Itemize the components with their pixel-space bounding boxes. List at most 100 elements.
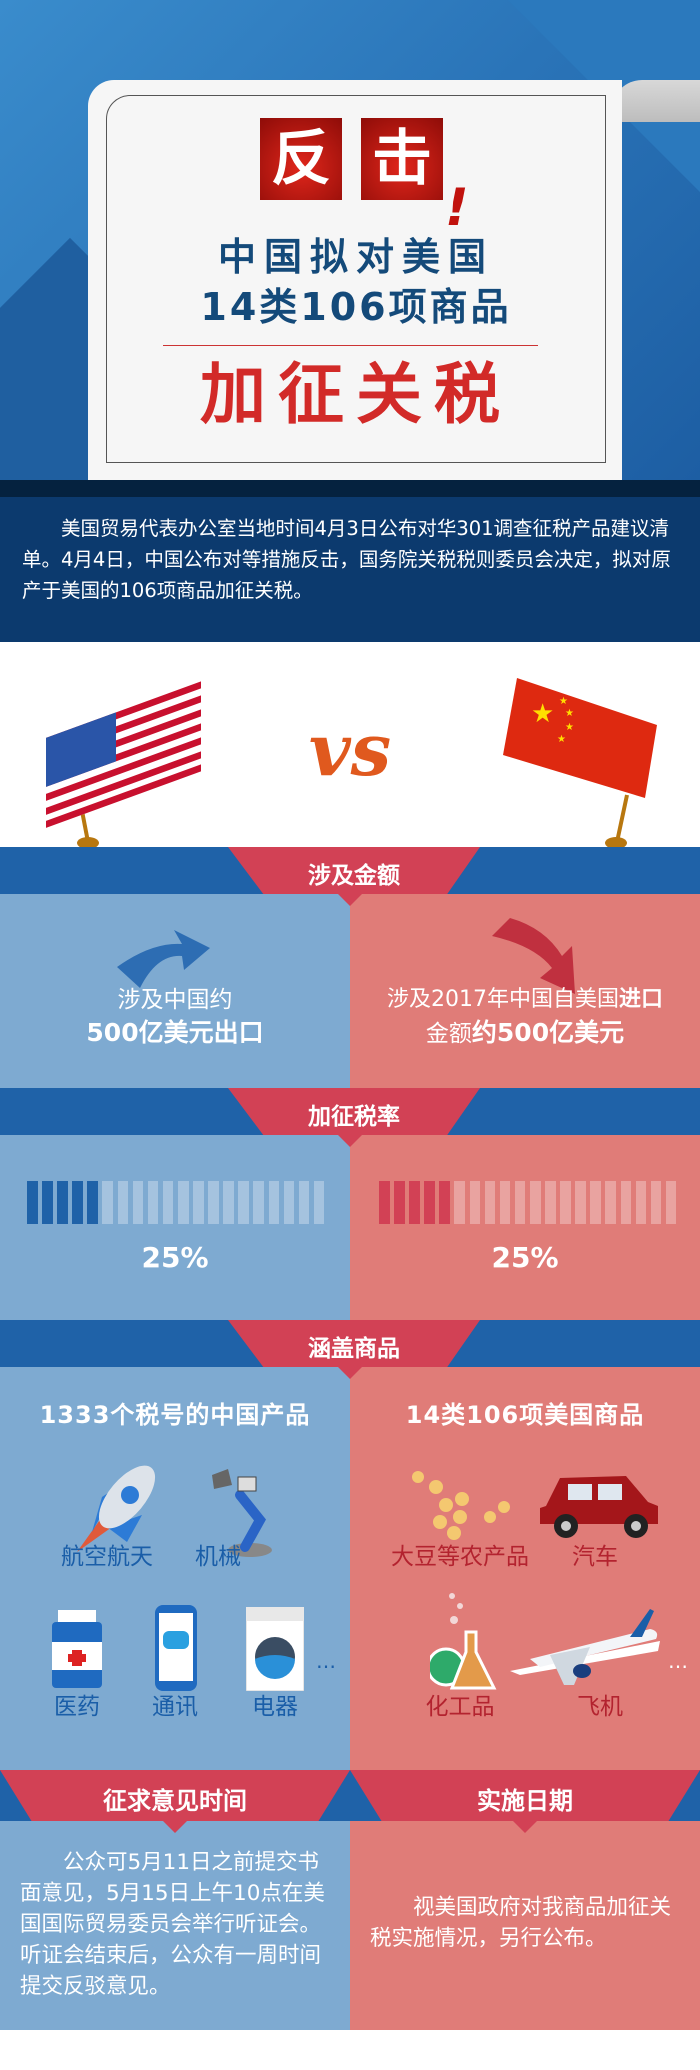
- rate-bar-segment-filled: [72, 1181, 83, 1224]
- rate-bar-segment-empty: [560, 1181, 571, 1224]
- export-arrow-icon: [117, 930, 210, 988]
- rate-bar-segment-filled: [439, 1181, 450, 1224]
- banner-title: 涵盖商品: [308, 1336, 400, 1362]
- goods-item: 航空航天: [61, 1544, 153, 1570]
- amount-left-panel: 涉及中国约 500亿美元出口: [0, 894, 350, 1088]
- badge-char: 反: [260, 118, 342, 200]
- amount-right-line2: 金额约500亿美元: [425, 1018, 625, 1047]
- more-indicator: …: [668, 1649, 690, 1673]
- headline: 加征关税: [200, 356, 512, 433]
- rate-bar-segment-empty: [147, 1181, 159, 1224]
- title-line-2: 14类106项商品: [200, 285, 512, 329]
- rocket-icon: [77, 1465, 156, 1552]
- implement-panel: 视美国政府对我商品加征关税实施情况，另行公布。: [350, 1821, 700, 2030]
- washing-machine-icon: [246, 1607, 304, 1691]
- rate-bar-segment-empty: [635, 1181, 647, 1224]
- rate-bar-segment-empty: [620, 1181, 632, 1224]
- svg-text:★: ★: [565, 708, 574, 719]
- title-divider: [163, 345, 538, 346]
- comment-text: 公众可5月11日之前提交书面意见，5月15日上午10点在美国国际贸易委员会举行听…: [20, 1850, 325, 1999]
- goods-item: 电器: [252, 1694, 298, 1720]
- rate-right-value: 25%: [491, 1241, 559, 1274]
- amount-left-line2: 500亿美元出口: [86, 1018, 264, 1047]
- rate-bar-segment-empty: [590, 1181, 601, 1224]
- rate-bar-segment-filled: [87, 1181, 98, 1224]
- implement-text: 视美国政府对我商品加征关税实施情况，另行公布。: [370, 1895, 672, 1951]
- rate-bar-segment-filled: [379, 1181, 390, 1224]
- more-indicator: …: [316, 1649, 338, 1673]
- goods-right-heading: 14类106项美国商品: [405, 1401, 645, 1429]
- exclamation: !: [445, 178, 469, 238]
- banner-title: 涉及金额: [308, 863, 400, 889]
- title-card: [88, 80, 622, 480]
- rate-bar-segment-empty: [605, 1181, 616, 1224]
- goods-item: 大豆等农产品: [391, 1544, 529, 1570]
- svg-text:★: ★: [557, 734, 566, 745]
- goods-item: 机械: [195, 1544, 241, 1570]
- banner-title: 征求意见时间: [103, 1787, 247, 1815]
- goods-item: 汽车: [572, 1544, 618, 1570]
- phone-icon: [155, 1605, 197, 1691]
- rate-bar-segment-empty: [529, 1181, 541, 1224]
- banner-rate: 加征税率: [0, 1088, 700, 1147]
- banner-amount: 涉及金额: [0, 847, 700, 906]
- goods-item: 医药: [54, 1694, 100, 1720]
- rate-bar-segment-empty: [162, 1181, 174, 1224]
- rate-bar-segment-empty: [665, 1181, 677, 1224]
- rate-bar-segment-filled: [42, 1181, 53, 1224]
- rate-bar-segment-empty: [484, 1181, 496, 1224]
- comment-panel: 公众可5月11日之前提交书面意见，5月15日上午10点在美国国际贸易委员会举行听…: [0, 1821, 350, 2030]
- rate-bar-segment-empty: [313, 1181, 325, 1224]
- rate-bar-segment-empty: [454, 1181, 466, 1224]
- rate-bar-segment-empty: [193, 1181, 204, 1224]
- rate-bar-left: [27, 1181, 325, 1224]
- svg-text:★: ★: [559, 696, 568, 707]
- vs-label: VS: [308, 707, 392, 792]
- rate-bar-segment-filled: [424, 1181, 435, 1224]
- svg-text:★: ★: [531, 699, 554, 729]
- amount-right-line1: 涉及2017年中国自美国进口: [386, 987, 663, 1012]
- intro-band: 美国贸易代表办公室当地时间4月3日公布对华301调查征税产品建议清单。4月4日，…: [0, 497, 700, 642]
- banner-title: 实施日期: [477, 1787, 573, 1815]
- rate-bar-segment-empty: [499, 1181, 511, 1224]
- goods-item: 飞机: [577, 1694, 623, 1720]
- banner-goods: 涵盖商品: [0, 1320, 700, 1379]
- goods-item: 通讯: [152, 1694, 198, 1720]
- rate-bar-segment-empty: [469, 1181, 481, 1224]
- robot-arm-icon: [212, 1469, 272, 1557]
- us-flag-icon: [46, 681, 201, 849]
- rate-bar-segment-empty: [177, 1181, 189, 1224]
- rate-bar-segment-empty: [132, 1181, 144, 1224]
- rate-bar-segment-empty: [545, 1181, 556, 1224]
- rate-bar-right: [379, 1181, 677, 1224]
- rate-bar-segment-empty: [298, 1181, 310, 1224]
- rate-bar-segment-empty: [208, 1181, 219, 1224]
- rate-bar-segment-filled: [394, 1181, 405, 1224]
- banner-title: 加征税率: [308, 1104, 400, 1130]
- rate-bar-segment-empty: [102, 1181, 114, 1224]
- rate-bar-segment-empty: [223, 1181, 234, 1224]
- medicine-bottle-icon: [52, 1610, 102, 1688]
- china-flag-icon: ★ ★ ★ ★ ★: [503, 678, 657, 849]
- chemistry-flask-icon: [430, 1593, 497, 1690]
- rate-bar-segment-empty: [253, 1181, 264, 1224]
- rate-bar-segment-empty: [650, 1181, 662, 1224]
- rate-bar-segment-empty: [117, 1181, 129, 1224]
- rate-bar-segment-empty: [575, 1181, 586, 1224]
- rate-bar-segment-empty: [268, 1181, 280, 1224]
- car-icon: [540, 1476, 658, 1538]
- goods-right-panel: 14类106项美国商品 大豆等农产品 汽车 … 化工品 飞机: [350, 1367, 700, 1770]
- title-line-1: 中国拟对美国: [217, 235, 494, 279]
- amount-left-line1: 涉及中国约: [117, 987, 233, 1013]
- intro-text: 美国贸易代表办公室当地时间4月3日公布对华301调查征税产品建议清单。4月4日，…: [22, 517, 671, 602]
- rate-right-panel: 25%: [350, 1135, 700, 1341]
- svg-text:★: ★: [565, 722, 574, 733]
- goods-left-heading: 1333个税号的中国产品: [39, 1401, 311, 1429]
- import-arrow-icon: [492, 918, 575, 994]
- soybeans-icon: [412, 1471, 510, 1540]
- title-card-border: [106, 95, 606, 463]
- rate-bar-segment-filled: [57, 1181, 68, 1224]
- airplane-icon: [510, 1609, 660, 1685]
- rate-bar-segment-empty: [238, 1181, 249, 1224]
- banner-bottom: 征求意见时间 实施日期: [0, 1770, 700, 1833]
